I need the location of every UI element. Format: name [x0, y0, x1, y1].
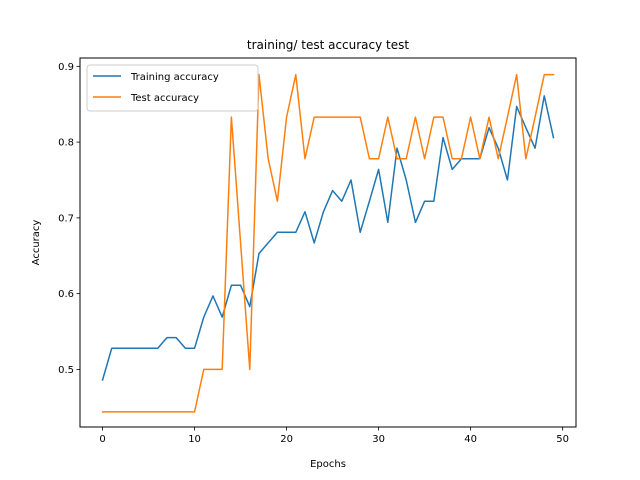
- x-axis-label: Epochs: [310, 459, 346, 470]
- legend-label-test: Test accuracy: [130, 93, 199, 104]
- y-axis-label: Accuracy: [31, 220, 42, 266]
- x-tick-label: 50: [556, 434, 569, 445]
- x-axis: 0 10 20 30 40 50: [99, 427, 569, 445]
- x-tick-label: 0: [99, 434, 105, 445]
- plot-frame: [79, 57, 577, 428]
- plot-lines: [101, 73, 555, 413]
- x-tick-label: 10: [188, 434, 201, 445]
- series-line-0: [101, 95, 555, 381]
- y-tick-label: 0.8: [58, 138, 74, 149]
- legend-label-training: Training accuracy: [130, 72, 219, 83]
- legend-box: [86, 64, 259, 112]
- legend: Training accuracy Test accuracy: [86, 64, 259, 112]
- x-tick-label: 20: [280, 434, 293, 445]
- chart-title: training/ test accuracy test: [247, 38, 410, 52]
- y-tick-label: 0.6: [58, 289, 74, 300]
- y-tick-label: 0.7: [58, 213, 74, 224]
- y-tick-label: 0.9: [58, 62, 74, 73]
- x-tick-label: 40: [464, 434, 477, 445]
- y-axis: 0.5 0.6 0.7 0.8 0.9: [58, 62, 80, 376]
- series-line-1: [101, 73, 555, 413]
- y-tick-label: 0.5: [58, 365, 74, 376]
- x-tick-label: 30: [372, 434, 385, 445]
